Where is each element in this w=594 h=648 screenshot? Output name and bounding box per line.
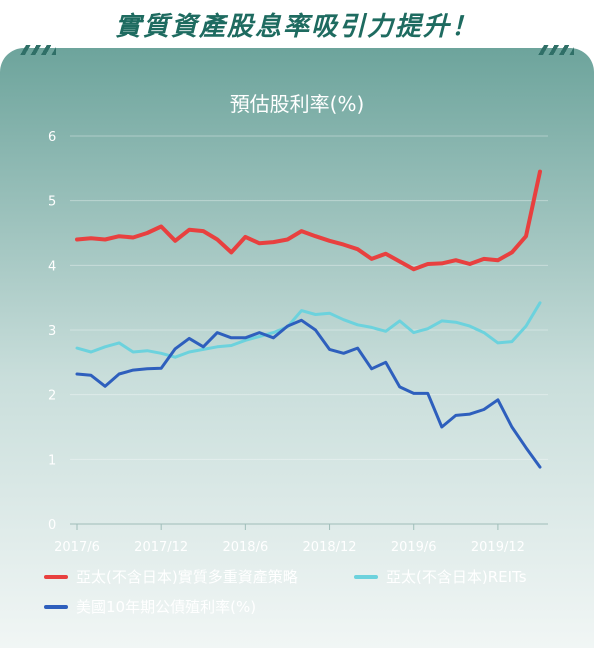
series-lines	[75, 169, 542, 469]
chart-title: 預估股利率(%)	[229, 92, 365, 116]
x-tick-label: 2018/12	[303, 540, 357, 555]
legend-label-strategy: 亞太(不含日本)實質多重資產策略	[76, 568, 298, 586]
x-tick-label: 2019/12	[471, 540, 525, 555]
decorative-stripe-right	[538, 45, 574, 55]
x-tick-label: 2019/6	[391, 540, 437, 555]
decorative-stripe-left	[20, 45, 56, 55]
series-line-treasury	[75, 318, 542, 469]
legend-swatch-strategy	[44, 574, 68, 579]
legend-swatch-treasury	[44, 604, 68, 609]
series-line-strategy	[75, 169, 542, 272]
legend-swatch-reits	[354, 574, 378, 579]
gridlines	[70, 135, 548, 525]
legend-label-treasury: 美國10年期公債殖利率(%)	[76, 598, 257, 616]
y-tick-label: 4	[48, 259, 56, 274]
y-tick-label: 5	[48, 195, 56, 210]
x-tick-label: 2017/6	[54, 540, 100, 555]
headline: 實質資產股息率吸引力提升！	[114, 12, 479, 42]
y-tick-label: 3	[48, 324, 56, 339]
axes: 0 1 2 3 4 5 6 2017/6 2017/12 2018/6 2018/12 2019/6 2…	[48, 130, 525, 555]
y-tick-label: 6	[48, 130, 56, 145]
y-tick-label: 0	[48, 518, 56, 533]
legend-label-reits: 亞太(不含日本)REITs	[386, 568, 527, 586]
legend-item-strategy: 亞太(不含日本)實質多重資產策略	[44, 566, 298, 587]
x-tick-label: 2017/12	[134, 540, 188, 555]
legend-item-treasury: 美國10年期公債殖利率(%)	[44, 596, 256, 617]
x-tick-label: 2018/6	[222, 540, 268, 555]
y-tick-label: 2	[48, 389, 56, 404]
y-tick-label: 1	[48, 453, 56, 468]
series-line-reits	[75, 301, 542, 359]
legend-item-reits: 亞太(不含日本)REITs	[354, 566, 527, 587]
